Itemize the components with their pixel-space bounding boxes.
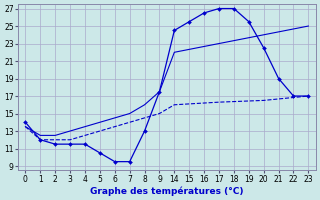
X-axis label: Graphe des températures (°C): Graphe des températures (°C): [90, 186, 244, 196]
